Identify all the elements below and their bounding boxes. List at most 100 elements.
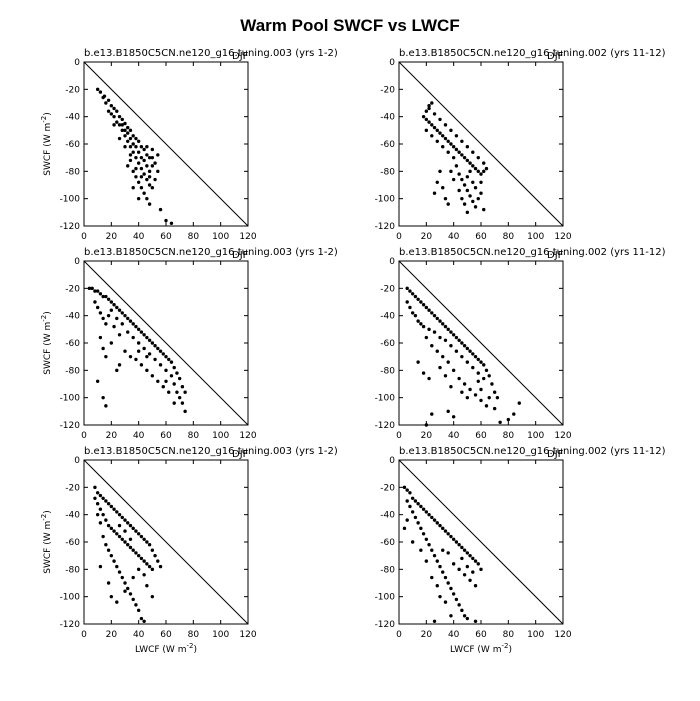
data-point <box>180 401 185 405</box>
data-point <box>112 106 116 111</box>
x-tick-label: 60 <box>160 431 172 441</box>
data-point <box>465 175 470 179</box>
data-point <box>454 349 459 353</box>
data-point <box>112 324 116 329</box>
x-tick-label: 60 <box>475 232 487 242</box>
data-point <box>441 570 445 574</box>
data-point <box>145 540 149 544</box>
data-point <box>177 395 182 400</box>
data-point <box>117 333 122 337</box>
data-point <box>161 352 165 356</box>
scatter-panel-2: b.e13.B1850C5CN.ne120_g16.tuning.002 (yr… <box>375 48 666 242</box>
data-point <box>454 164 459 168</box>
data-point <box>462 548 467 552</box>
data-point <box>479 567 483 572</box>
data-point <box>153 357 157 362</box>
y-tick-label: -120 <box>375 620 396 630</box>
data-point <box>126 131 130 135</box>
data-point <box>462 614 467 618</box>
data-point <box>134 529 138 533</box>
data-point <box>479 387 483 392</box>
data-point <box>172 401 176 405</box>
data-point <box>476 379 480 383</box>
figure-title: Warm Pool SWCF vs LWCF <box>240 16 459 35</box>
y-tick-label: 0 <box>389 456 395 466</box>
data-point <box>139 616 144 621</box>
data-point <box>126 521 130 525</box>
data-point <box>517 401 521 405</box>
data-point <box>98 507 103 511</box>
data-point <box>128 319 133 323</box>
data-point <box>421 507 426 511</box>
data-point <box>101 316 105 321</box>
data-point <box>454 147 459 152</box>
data-point <box>145 196 149 201</box>
data-point <box>147 183 152 187</box>
data-point <box>421 303 426 307</box>
data-point <box>131 597 135 602</box>
x-tick-label: 100 <box>212 232 229 242</box>
data-point <box>410 540 415 544</box>
data-point <box>109 553 114 558</box>
data-point <box>139 330 144 334</box>
x-tick-label: 80 <box>188 232 200 242</box>
x-tick-label: 40 <box>133 431 145 441</box>
data-point <box>446 532 450 536</box>
data-point <box>471 150 475 154</box>
data-point <box>150 164 155 168</box>
x-tick-label: 20 <box>106 630 118 640</box>
panels-grid: b.e13.B1850C5CN.ne120_g16.tuning.003 (yr… <box>40 48 666 655</box>
data-point <box>117 512 122 517</box>
data-point <box>416 297 420 301</box>
data-point <box>451 592 456 596</box>
data-point <box>441 145 445 149</box>
data-point <box>441 354 445 359</box>
data-point <box>126 164 130 168</box>
data-point <box>449 586 453 591</box>
data-point <box>134 145 138 149</box>
data-point <box>134 136 138 141</box>
data-point <box>473 354 478 359</box>
data-point <box>150 147 155 152</box>
data-point <box>136 139 141 143</box>
x-tick-label: 40 <box>448 232 460 242</box>
data-point <box>101 512 105 517</box>
y-tick-label: -20 <box>380 85 395 95</box>
y-tick-label: -80 <box>65 565 80 575</box>
y-tick-label: -20 <box>380 284 395 294</box>
data-point <box>405 488 409 492</box>
data-point <box>136 196 141 201</box>
panel-title: b.e13.B1850C5CN.ne120_g16.tuning.002 (yr… <box>399 48 666 59</box>
data-point <box>104 322 108 326</box>
data-point <box>471 570 475 574</box>
data-point <box>93 289 97 293</box>
data-point <box>460 545 464 550</box>
data-point <box>419 548 423 552</box>
data-point <box>123 529 127 533</box>
data-point <box>506 417 511 422</box>
panel-title: b.e13.B1850C5CN.ne120_g16.tuning.003 (yr… <box>84 446 338 457</box>
data-point <box>164 354 168 359</box>
data-point <box>112 114 116 119</box>
data-point <box>134 155 138 160</box>
data-point <box>482 363 486 367</box>
data-point <box>449 344 453 348</box>
season-label: DJF <box>547 449 564 460</box>
data-point <box>421 324 426 329</box>
data-point <box>476 562 480 566</box>
season-label: DJF <box>547 51 564 62</box>
data-point <box>451 562 456 566</box>
data-point <box>484 166 489 171</box>
data-point <box>104 499 108 503</box>
data-point <box>139 534 144 539</box>
data-point <box>142 172 146 176</box>
data-point <box>473 619 478 623</box>
data-point <box>449 534 453 539</box>
data-point <box>476 196 480 201</box>
data-point <box>126 586 130 591</box>
data-point <box>460 354 464 359</box>
data-point <box>120 123 124 127</box>
data-point <box>131 322 135 326</box>
data-point <box>158 207 163 212</box>
data-point <box>443 600 448 604</box>
